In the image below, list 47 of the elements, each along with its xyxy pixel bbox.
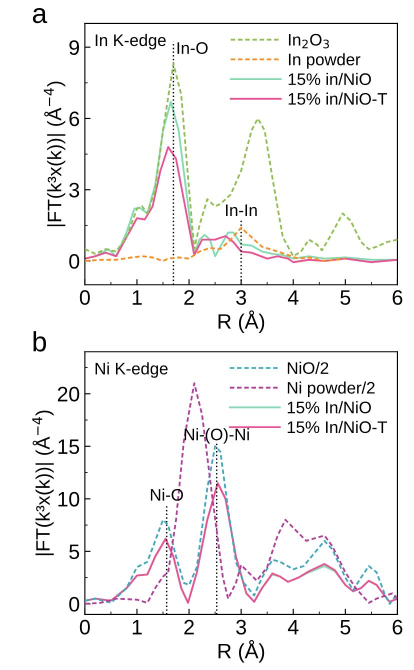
x-tick-label: 4 <box>288 620 298 634</box>
line-series <box>84 382 398 605</box>
x-tick-label: 1 <box>132 290 142 305</box>
x-tick-label: 3 <box>236 290 246 305</box>
y-tick-label: 15 <box>58 440 80 454</box>
legend-label: In powder <box>288 53 360 69</box>
legend-label: 15% in/NiO <box>288 72 371 86</box>
x-tick-label: 0 <box>80 620 90 635</box>
legend-label: In$_{2}$O$_{3}$ <box>288 34 329 48</box>
x-axis-title: R (Å) <box>218 640 264 663</box>
x-tick-label: 5 <box>340 290 350 305</box>
x-tick-label: 2 <box>184 290 194 305</box>
ref-line-label: In-In <box>226 204 257 216</box>
chart-title: a <box>32 8 48 24</box>
y-tick-label: 3 <box>69 182 80 198</box>
y-tick-label: 0 <box>69 254 80 269</box>
ref-line-label: Ni-(O)-Ni <box>184 428 249 444</box>
line-series <box>84 226 346 262</box>
x-tick-label: 5 <box>340 620 350 635</box>
x-axis-title: R (Å) <box>218 310 264 333</box>
legend-label: 15% In/NiO-T <box>288 420 388 434</box>
legend-label: Ni powder/2 <box>288 381 375 397</box>
y-tick-label: 10 <box>58 492 80 507</box>
y-axis-title: |FT(k³x(k))| (Å$^{−4}$) <box>44 82 66 226</box>
legend-label: 15% in/NiO-T <box>288 92 388 105</box>
annotation: In K-edge <box>96 34 166 50</box>
annotation: Ni K-edge <box>96 362 168 378</box>
x-tick-label: 3 <box>236 620 246 635</box>
ref-line-label: In-O <box>178 42 208 54</box>
line-series <box>84 146 398 264</box>
y-tick-label: 20 <box>58 386 80 402</box>
line-series <box>84 445 398 605</box>
chart-title: b <box>34 331 46 352</box>
x-tick-label: 6 <box>392 290 402 305</box>
x-tick-label: 4 <box>288 290 298 305</box>
x-tick-label: 6 <box>392 620 402 635</box>
y-tick-label: 9 <box>69 40 80 55</box>
y-tick-label: 6 <box>69 111 80 126</box>
x-tick-label: 2 <box>184 620 194 634</box>
y-tick-label: 5 <box>69 544 80 560</box>
y-tick-label: 0 <box>69 596 80 612</box>
x-tick-label: 0 <box>80 290 90 305</box>
ref-line-label: Ni-O <box>150 488 183 501</box>
x-tick-label: 1 <box>132 620 142 634</box>
legend-label: NiO/2 <box>288 362 328 374</box>
y-axis-title: |FT(k³x(k))| (Å$^{−4}$) <box>32 410 54 556</box>
legend-label: 15% In/NiO <box>288 401 371 414</box>
